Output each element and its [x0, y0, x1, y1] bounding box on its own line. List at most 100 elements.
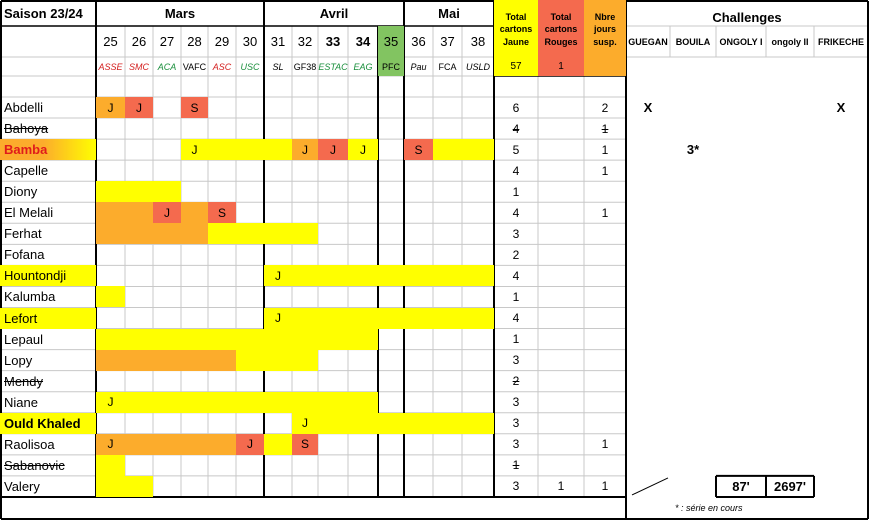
round-cell: [125, 433, 153, 455]
challenge-name: ongoly II: [771, 36, 809, 47]
total-red-value: 1: [558, 61, 564, 72]
player-name: Bahoya: [4, 121, 49, 137]
player-yellow-total: 4: [512, 121, 520, 136]
round-number: 36: [411, 34, 426, 49]
player-yellow-total: 3: [512, 353, 520, 368]
round-cell: [125, 475, 153, 497]
player-yellow-total: 1: [512, 458, 520, 473]
round-cell: J: [264, 265, 292, 287]
footnote: * : série en cours: [675, 503, 743, 514]
round-number: 35: [383, 34, 399, 49]
player-name: Abdelli: [4, 100, 44, 116]
round-cell: [96, 181, 125, 203]
round-cell: [236, 223, 264, 245]
round-opponent: FCA: [438, 61, 457, 72]
player-name: Bamba: [0, 139, 96, 161]
player-susp-days: 1: [601, 479, 609, 494]
round-cell: J: [292, 139, 318, 161]
challenge-value-ongoly1: 87': [732, 478, 750, 494]
challenge-name: ONGOLY I: [719, 36, 763, 47]
round-cell: [348, 391, 378, 413]
round-cell: [208, 223, 236, 245]
player-name: Ould Khaled: [0, 412, 96, 434]
player-susp-days: 1: [601, 121, 609, 136]
challenge-mark: 3*: [686, 142, 700, 158]
round-cell: [292, 391, 318, 413]
season-title: Saison 23/24: [4, 5, 83, 21]
round-cell: [404, 265, 433, 287]
round-cell: [318, 412, 348, 434]
round-cell: S: [208, 202, 236, 224]
susp-header: Nbre jours susp.: [593, 12, 617, 47]
challenge-name: GUEGAN: [628, 36, 668, 47]
player-name: Ferhat: [4, 226, 42, 242]
round-cell: S: [292, 433, 318, 455]
round-cell: [181, 391, 208, 413]
round-cell: J: [318, 139, 348, 161]
round-cell: [153, 391, 181, 413]
round-cell: [264, 433, 292, 455]
round-number: 31: [270, 34, 286, 49]
round-opponent: SL: [272, 61, 284, 72]
round-cell: [236, 139, 264, 161]
challenge-name: FRIKECHE: [817, 36, 864, 47]
round-cell: [153, 433, 181, 455]
round-cell: [348, 328, 378, 350]
round-cell: [264, 328, 292, 350]
round-cell: [153, 181, 181, 203]
round-cell: [125, 391, 153, 413]
player-yellow-total: 3: [512, 226, 520, 241]
round-cell: [153, 328, 181, 350]
player-yellow-total: 2: [512, 374, 520, 389]
round-cell: [404, 307, 433, 329]
round-opponent: ACA: [157, 61, 177, 72]
round-cell: [181, 328, 208, 350]
player-yellow-total: 6: [512, 100, 520, 115]
round-cell: [181, 433, 208, 455]
round-cell: [96, 454, 125, 476]
round-cell: J: [181, 139, 208, 161]
round-number: 28: [187, 34, 202, 49]
round-cell: [433, 412, 462, 434]
round-cell: [348, 412, 378, 434]
player-yellow-total: 5: [512, 142, 520, 157]
player-name: El Melali: [4, 205, 54, 221]
round-cell: [181, 202, 208, 224]
round-cell: J: [96, 391, 125, 413]
round-number: 29: [214, 34, 230, 49]
round-cell: [181, 349, 208, 371]
round-cell: [153, 223, 181, 245]
round-cell: [318, 328, 348, 350]
player-name: Raolisoa: [4, 436, 55, 452]
round-cell: [264, 223, 292, 245]
round-opponent: VAFC: [182, 61, 207, 72]
round-35-highlight: [378, 26, 404, 76]
round-cell: J: [264, 307, 292, 329]
player-susp-days: 1: [601, 163, 609, 178]
round-opponent: ASSE: [98, 61, 123, 72]
round-cell: [378, 412, 404, 434]
round-cell: [236, 349, 264, 371]
round-cell: [96, 349, 125, 371]
round-cell: [348, 307, 378, 329]
total-yellow-header: Total cartons Jaune: [499, 12, 533, 47]
month-mai: Mai: [438, 5, 460, 21]
round-cell: [348, 265, 378, 287]
challenge-mark: X: [643, 100, 653, 116]
round-number: 34: [355, 34, 371, 49]
round-cell: [292, 265, 318, 287]
round-cell: [292, 223, 318, 245]
round-cell: [181, 223, 208, 245]
player-yellow-total: 4: [512, 205, 520, 220]
player-yellow-total: 3: [512, 437, 520, 452]
round-cell: [96, 475, 125, 497]
challenges-title: Challenges: [712, 9, 782, 25]
round-number: 27: [159, 34, 175, 49]
round-opponent: PFC: [382, 61, 400, 72]
round-number: 33: [325, 34, 341, 49]
player-susp-days: 1: [601, 205, 609, 220]
round-cell: [208, 433, 236, 455]
player-yellow-total: 4: [512, 311, 520, 326]
round-cell: J: [292, 412, 318, 434]
